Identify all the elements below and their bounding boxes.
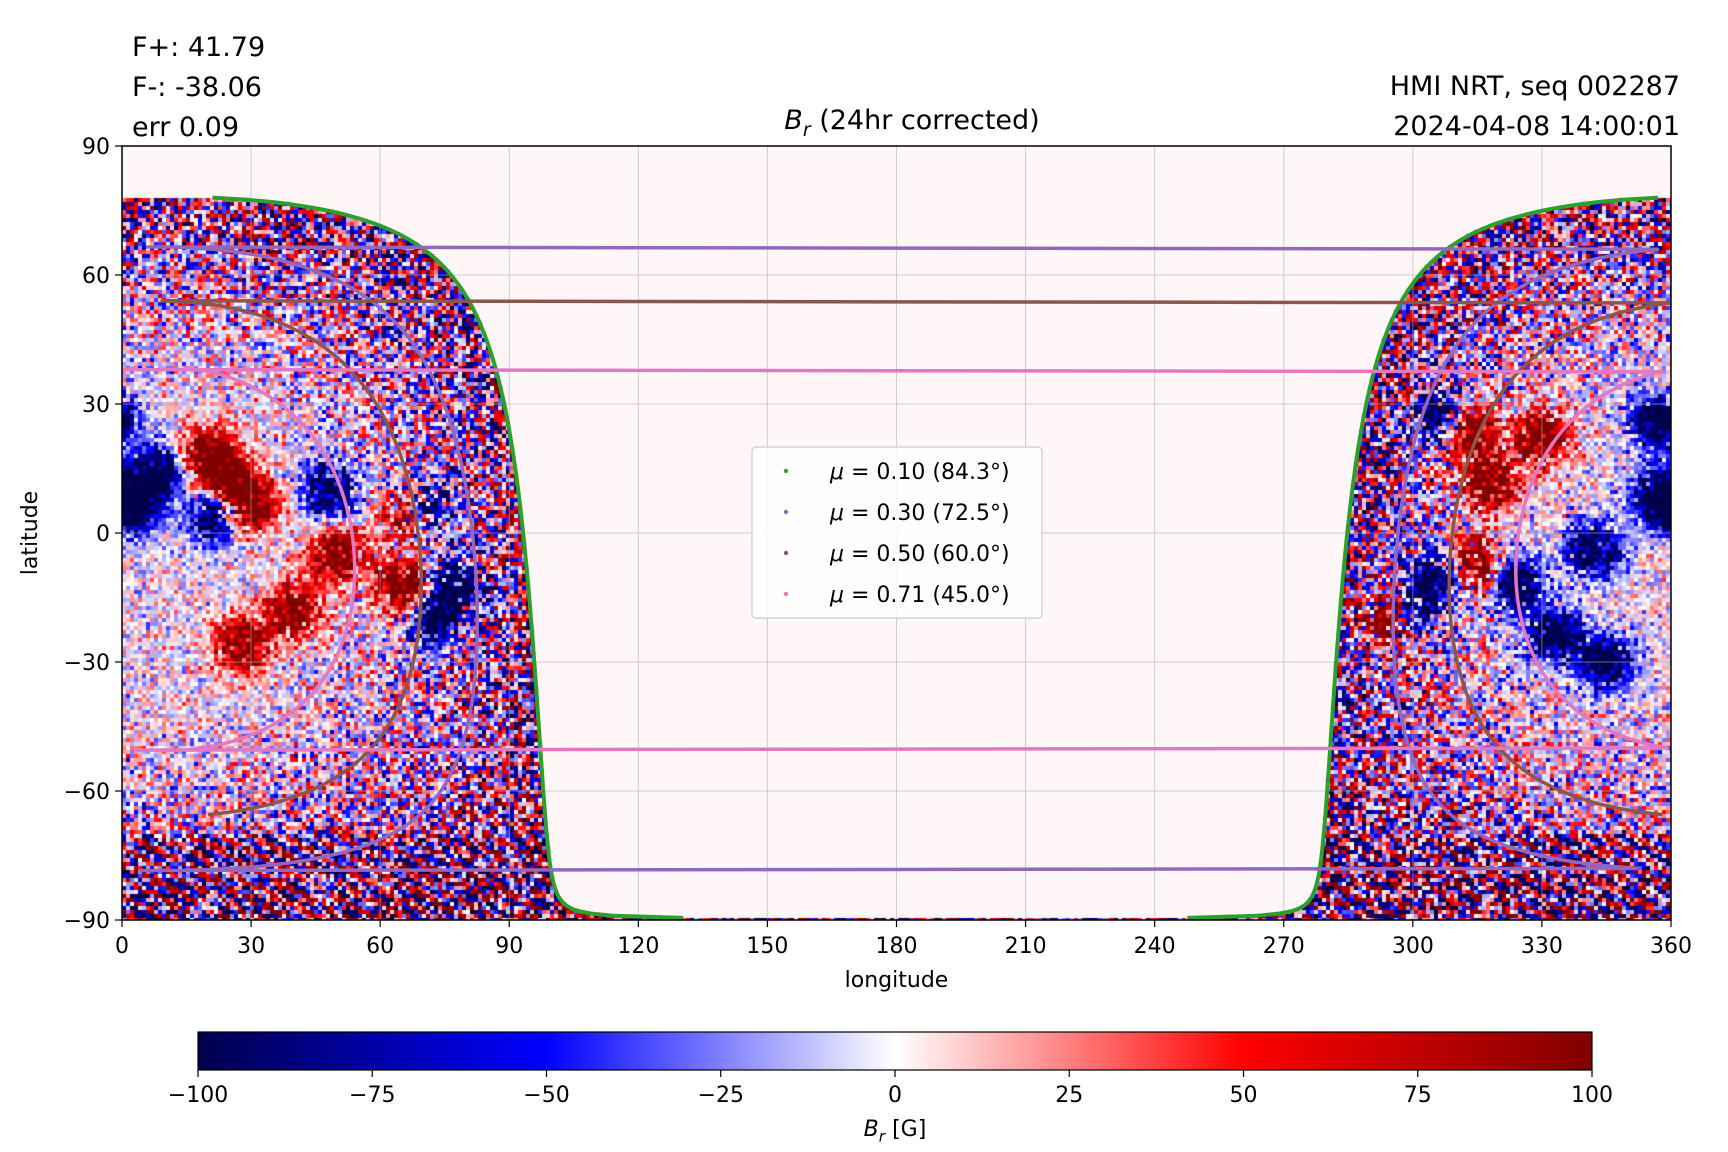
- colorbar-tick-label: 50: [1230, 1083, 1258, 1108]
- x-tick-label: 300: [1392, 934, 1434, 959]
- mu-contour-1-west: [139, 245, 1660, 873]
- mu-contour-0-west: [1187, 195, 1659, 920]
- flux-error: err 0.09: [132, 112, 240, 143]
- x-tick-label: 210: [1005, 934, 1047, 959]
- flux-negative: F-: -38.06: [132, 72, 262, 103]
- x-tick-label: 0: [115, 934, 129, 959]
- x-tick-label: 270: [1263, 934, 1305, 959]
- x-tick-label: 330: [1521, 934, 1563, 959]
- mu-contour-2-east: [160, 299, 424, 817]
- colorbar-label: Br [G]: [864, 1117, 927, 1146]
- mu-contour-3-west: [122, 365, 1670, 752]
- flux-positive: F+: 41.79: [132, 32, 266, 63]
- legend-label-2: μ = 0.50 (60.0°): [829, 542, 1010, 567]
- x-tick-label: 60: [366, 934, 394, 959]
- source-info: HMI NRT, seq 002287 2024-04-08 14:00:01: [1390, 67, 1680, 147]
- y-axis-label: latitude: [18, 491, 43, 575]
- colorbar: −100 −75 −50 −25 0 25 50 75 100 Br [G]: [168, 1031, 1613, 1146]
- legend-label-1: μ = 0.30 (72.5°): [829, 501, 1010, 526]
- colorbar-tick-label: −25: [698, 1083, 744, 1108]
- y-tick-label: −30: [64, 651, 110, 676]
- x-tick-label: 360: [1650, 934, 1692, 959]
- legend: μ = 0.10 (84.3°) μ = 0.30 (72.5°) μ = 0.50…: [751, 446, 1043, 619]
- y-tick-label: 60: [82, 264, 110, 289]
- legend-box: [751, 446, 1043, 619]
- x-tick-label: 90: [495, 934, 523, 959]
- x-tick-label: 30: [237, 934, 265, 959]
- legend-marker-3: [783, 591, 789, 597]
- y-tick-label: 90: [82, 135, 110, 160]
- colorbar-tick-label: 25: [1055, 1083, 1083, 1108]
- x-tick-label: 180: [876, 934, 918, 959]
- legend-label-3: μ = 0.71 (45.0°): [829, 583, 1010, 608]
- y-tick-label: −60: [64, 780, 110, 805]
- colorbar-tick-label: −100: [168, 1083, 228, 1108]
- colorbar-gradient: [197, 1031, 1593, 1071]
- y-tick-label: 30: [82, 393, 110, 418]
- legend-marker-2: [783, 550, 789, 556]
- x-tick-label: 240: [1134, 934, 1176, 959]
- mu-contour-1-east: [175, 245, 480, 873]
- colorbar-tick-label: 75: [1404, 1083, 1432, 1108]
- legend-marker-0: [783, 468, 789, 474]
- flux-summary: F+: 41.79 F-: -38.06 err 0.09: [132, 28, 265, 148]
- colorbar-tick-label: −75: [349, 1083, 395, 1108]
- legend-marker-1: [783, 509, 789, 515]
- x-tick-label: 120: [617, 934, 659, 959]
- x-tick-label: 150: [746, 934, 788, 959]
- colorbar-tick-label: −50: [523, 1083, 569, 1108]
- colorbar-tick-label: 0: [888, 1083, 902, 1108]
- mu-contour-3-east: [183, 365, 357, 752]
- y-tick-label: 0: [96, 522, 110, 547]
- legend-label-0: μ = 0.10 (84.3°): [829, 460, 1010, 485]
- source-label: HMI NRT, seq 002287: [1389, 71, 1680, 102]
- y-tick-label: −90: [64, 909, 110, 934]
- mu-contour-2-west: [160, 299, 1671, 817]
- colorbar-tick-label: 100: [1571, 1083, 1613, 1108]
- timestamp: 2024-04-08 14:00:01: [1393, 111, 1680, 142]
- mu-contour-0-east: [212, 195, 684, 920]
- chart-title: Br (24hr corrected): [784, 105, 1039, 141]
- x-axis-label: longitude: [845, 968, 949, 993]
